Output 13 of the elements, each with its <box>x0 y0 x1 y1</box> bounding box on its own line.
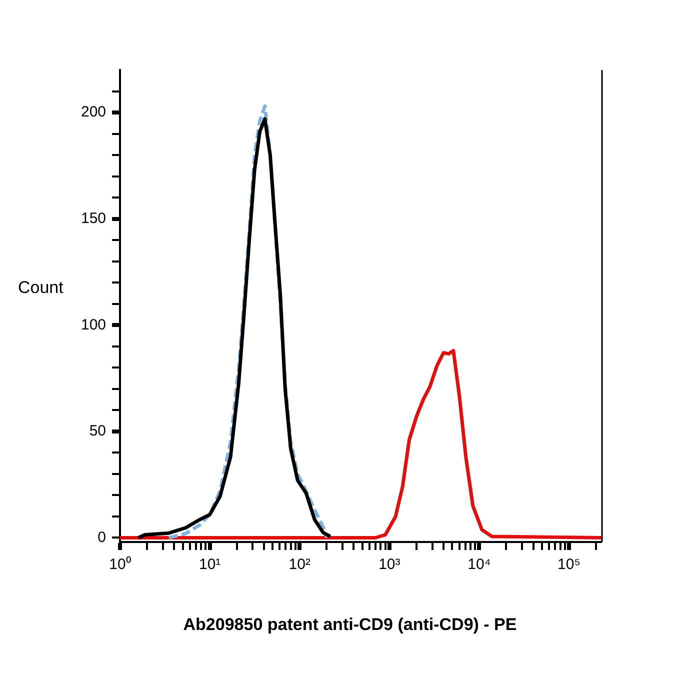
y-tick-label: 100 <box>80 316 106 334</box>
y-tick-label: 150 <box>80 210 106 227</box>
x-tick-label: 10¹ <box>198 556 221 574</box>
x-tick-label: 10³ <box>378 556 400 574</box>
y-tick-label: 50 <box>89 422 106 440</box>
x-tick-label: 10⁰ <box>109 556 131 574</box>
x-axis-title: Ab209850 patent anti-CD9 (anti-CD9) - PE <box>182 615 518 635</box>
y-tick-label: 200 <box>80 104 106 121</box>
x-tick-label: 10² <box>288 556 310 574</box>
x-tick-label: 10⁴ <box>468 556 491 574</box>
y-axis-title: Count <box>18 278 64 298</box>
x-tick-label: 10⁵ <box>558 556 580 574</box>
y-tick-label: 0 <box>98 528 106 546</box>
